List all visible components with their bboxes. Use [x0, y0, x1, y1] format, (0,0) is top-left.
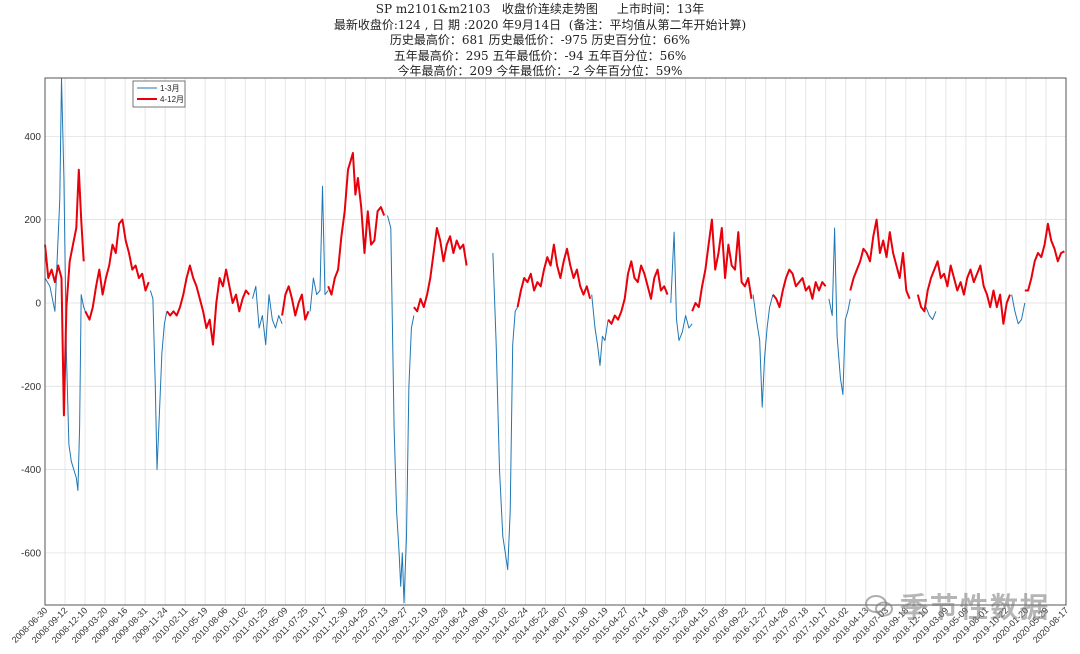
series-1-line-segment	[492, 252, 519, 571]
series-2-line-segment	[1024, 222, 1065, 292]
y-tick-label: 0	[35, 298, 41, 309]
series-2-line-segment	[607, 260, 669, 325]
series-2-line-segment	[516, 243, 592, 308]
legend-label-series-2: 4-12月	[160, 95, 184, 104]
legend: 1-3月 4-12月	[132, 80, 186, 108]
y-tick-label: 200	[24, 215, 41, 226]
series-2-line-segment	[84, 218, 150, 321]
series-1-line-segment	[670, 231, 693, 341]
y-axis: 400 200 0 -200 -400 -600	[21, 132, 41, 560]
series-2-line-segment	[916, 260, 1011, 325]
series-1-line-segment	[387, 215, 415, 604]
series-2-line-segment	[849, 218, 911, 300]
series-1-line-segment	[591, 294, 609, 366]
grid-layer	[44, 78, 1067, 605]
series-2-line-segment	[691, 218, 753, 312]
series-2-line-segment	[413, 227, 468, 313]
series-1-line-segment	[752, 294, 774, 408]
series-1-line-segment	[828, 227, 851, 396]
chart-title: SP m2101&m2103 收盘价连续走势图 上市时间：13年	[375, 2, 705, 16]
series-2-line-segment	[166, 264, 250, 346]
x-axis: 2008-06-302008-09-122008-12-102009-03-20…	[10, 605, 1071, 645]
y-tick-label: -400	[21, 465, 41, 476]
series-1-line-segment	[149, 290, 168, 471]
chart-subtitle-five-year: 五年最高价：295 五年最低价：-94 五年百分位：56%	[393, 48, 687, 63]
chart-subtitle-this-year: 今年最高价：209 今年最低价：-2 今年百分位：59%	[397, 64, 683, 78]
legend-label-series-1: 1-3月	[160, 84, 180, 93]
legend-box	[132, 80, 186, 108]
series-1-line-segment	[252, 285, 283, 346]
series-2-line-segment	[281, 285, 310, 321]
series-layer	[44, 77, 1065, 604]
series-1-line-segment	[309, 185, 329, 312]
plot-frame	[44, 77, 1067, 606]
y-tick-label: -600	[21, 548, 41, 559]
chart-subtitle-history: 历史最高价：681 历史最低价：-975 历史百分位：66%	[389, 33, 691, 47]
chart-title-block: SP m2101&m2103 收盘价连续走势图 上市时间：13年 最新收盘价:1…	[0, 2, 1080, 80]
series-1-line-segment	[44, 77, 86, 491]
series-1-line-segment	[925, 306, 937, 321]
series-1-line-segment	[1011, 294, 1026, 325]
series-2-line-segment	[44, 168, 85, 417]
y-tick-label: -200	[21, 382, 41, 393]
series-2-line-segment	[772, 268, 827, 309]
y-tick-label: 400	[24, 132, 41, 143]
chart-subtitle-latest: 最新收盘价:124 , 日 期 :2020 年9月14日 (备注：平均值从第二年…	[333, 17, 747, 32]
series-2-line-segment	[327, 152, 386, 296]
